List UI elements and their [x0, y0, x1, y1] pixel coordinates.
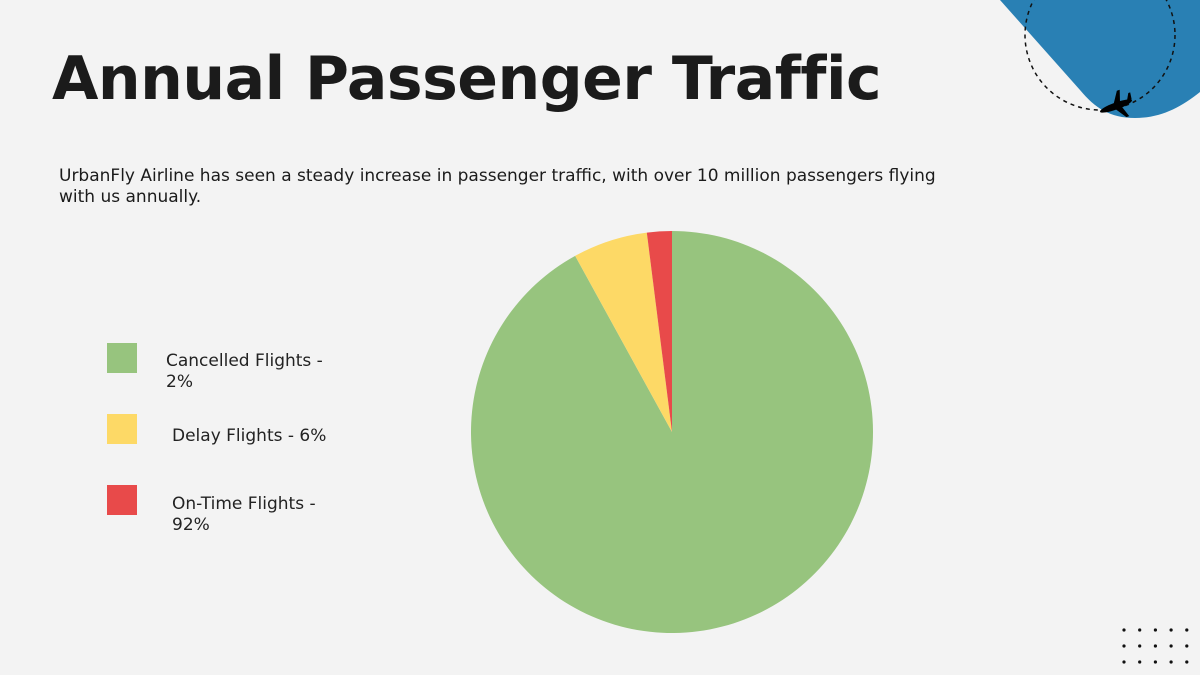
- dot: [1185, 644, 1189, 648]
- dot: [1138, 628, 1142, 632]
- pie-chart: [471, 231, 874, 633]
- dot: [1153, 628, 1157, 632]
- legend-swatch-red: [107, 485, 137, 515]
- dot: [1185, 660, 1189, 664]
- dot: [1169, 660, 1173, 664]
- page-title: Annual Passenger Traffic: [52, 44, 882, 114]
- legend-label-cancelled: Cancelled Flights - 2%: [166, 351, 323, 392]
- dot: [1153, 660, 1157, 664]
- airplane-icon: [1099, 89, 1133, 118]
- dot: [1138, 660, 1142, 664]
- dot: [1122, 628, 1126, 632]
- dot: [1122, 660, 1126, 664]
- dot: [1185, 628, 1189, 632]
- pie-slice-cancelled-flights: [646, 231, 672, 432]
- legend-label-ontime: On-Time Flights - 92%: [172, 494, 316, 535]
- dot: [1122, 644, 1126, 648]
- dot: [1138, 644, 1142, 648]
- legend-swatch-yellow: [107, 414, 137, 444]
- legend-swatch-green: [107, 343, 137, 373]
- dot: [1169, 628, 1173, 632]
- dashed-flight-path: [1024, 0, 1176, 111]
- legend-label-delay: Delay Flights - 6%: [172, 426, 327, 446]
- pie-slice-delay-flights: [575, 232, 672, 432]
- dot-grid-decoration: [1122, 628, 1189, 664]
- blue-blob-decoration: [1000, 0, 1200, 118]
- dot: [1153, 644, 1157, 648]
- description-text: UrbanFly Airline has seen a steady incre…: [59, 166, 936, 207]
- dot: [1169, 644, 1173, 648]
